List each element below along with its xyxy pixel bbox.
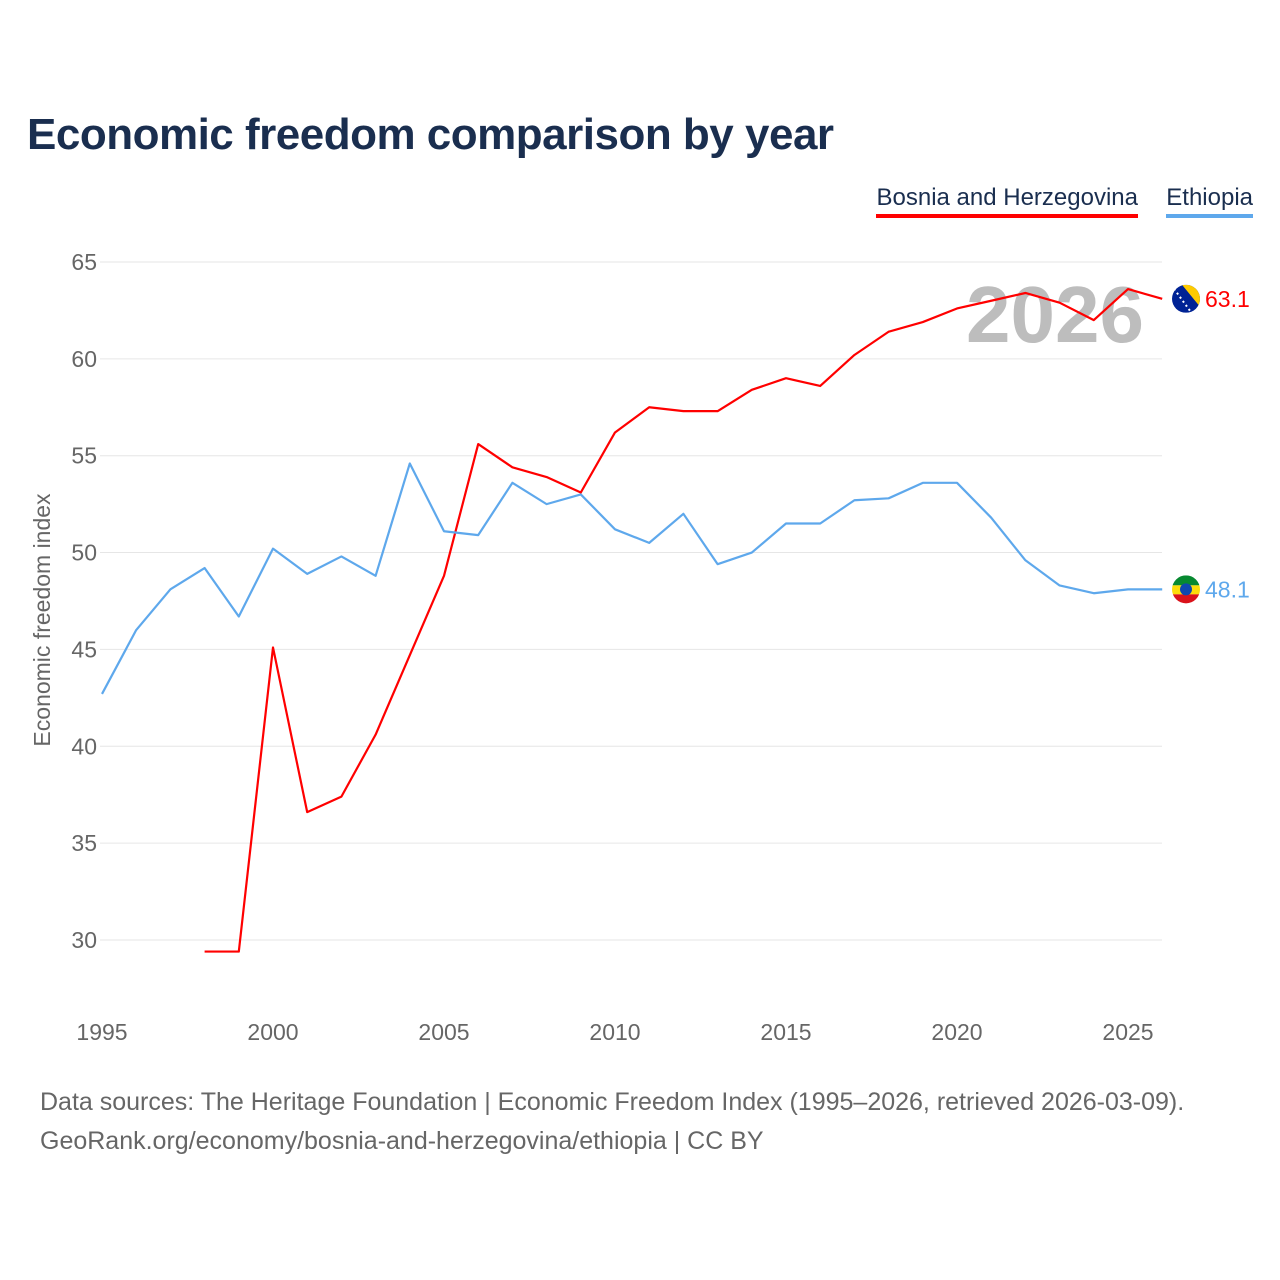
legend-bosnia[interactable]: Bosnia and Herzegovina xyxy=(876,184,1138,218)
end-value-label: 63.1 xyxy=(1205,286,1250,312)
x-tick-label: 2020 xyxy=(931,1019,982,1045)
x-tick-label: 2025 xyxy=(1102,1019,1153,1045)
y-tick-label: 30 xyxy=(71,927,97,953)
y-tick-label: 60 xyxy=(71,346,97,372)
x-tick-label: 1995 xyxy=(76,1019,127,1045)
series-line-ethiopia xyxy=(101,462,1163,695)
ethiopia-flag-icon xyxy=(1172,575,1200,604)
series-line-bosnia xyxy=(204,288,1163,953)
y-tick-label: 65 xyxy=(71,249,97,275)
y-tick-label: 35 xyxy=(71,830,97,856)
y-tick-label: 45 xyxy=(71,636,97,662)
y-tick-label: 55 xyxy=(71,443,97,469)
footer-url[interactable]: GeoRank.org/economy/bosnia-and-herzegovi… xyxy=(40,1127,764,1155)
legend-ethiopia[interactable]: Ethiopia xyxy=(1166,184,1253,218)
x-tick-label: 2015 xyxy=(760,1019,811,1045)
x-tick-label: 2005 xyxy=(418,1019,469,1045)
y-axis-label: Economic freedom index xyxy=(29,493,55,747)
bosnia-flag-icon xyxy=(1172,284,1200,313)
chart-title: Economic freedom comparison by year xyxy=(27,110,834,159)
x-tick-label: 2000 xyxy=(247,1019,298,1045)
x-tick-label: 2010 xyxy=(589,1019,640,1045)
y-tick-label: 40 xyxy=(71,733,97,759)
year-watermark: 2026 xyxy=(966,270,1144,359)
end-value-label: 48.1 xyxy=(1205,576,1250,602)
footer-sources: Data sources: The Heritage Foundation | … xyxy=(40,1088,1185,1116)
y-tick-label: 50 xyxy=(71,540,97,566)
